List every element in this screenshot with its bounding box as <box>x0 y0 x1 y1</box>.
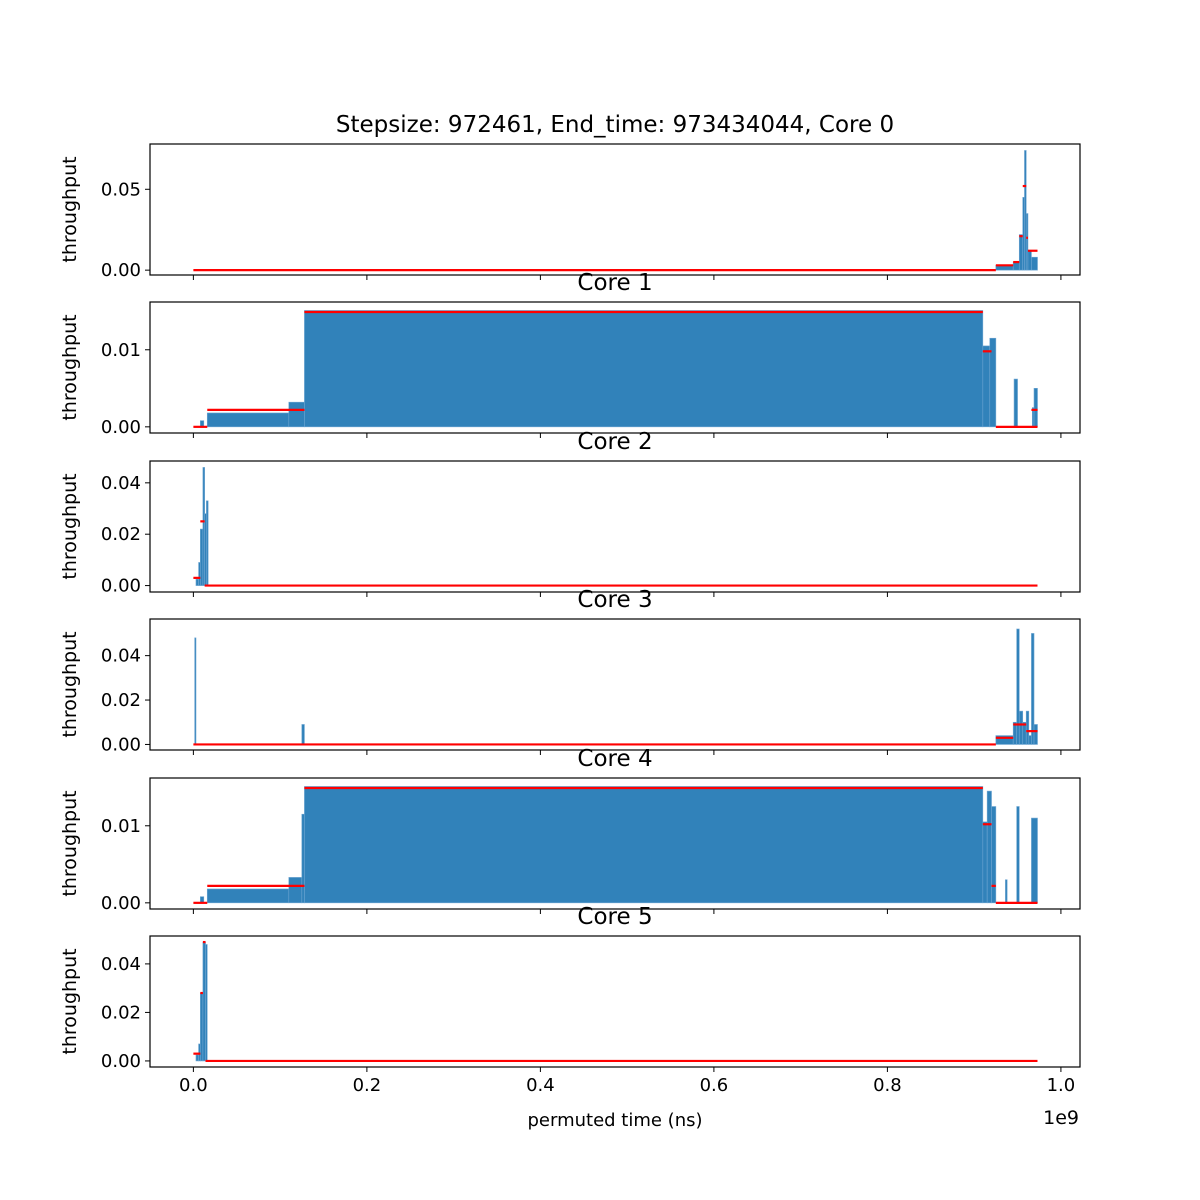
y-tick-label: 0.00 <box>101 576 141 597</box>
throughput-bar <box>982 345 991 428</box>
throughput-bar <box>1031 256 1038 271</box>
throughput-bar <box>206 888 290 904</box>
throughput-bar <box>1033 388 1038 428</box>
panel-core-1: 0.00 0.01 throughput Core 1 <box>59 270 1081 438</box>
axes-frame <box>149 301 1081 434</box>
y-tick-label: 0.04 <box>101 954 141 975</box>
throughput-bar <box>1012 261 1020 271</box>
y-tick-label: 0.02 <box>101 524 141 545</box>
throughput-bar <box>986 790 992 904</box>
x-tick-label: 1.0 <box>1047 1075 1076 1096</box>
panel-core-5: 0.00 0.02 0.04 0.0 0.2 0.4 0.6 0.8 1.0 throughput… <box>59 904 1081 1096</box>
plot-area <box>193 310 1038 428</box>
throughput-bar <box>1033 724 1038 745</box>
plot-area <box>193 940 1038 1063</box>
throughput-bar <box>206 500 209 586</box>
throughput-bar <box>1025 213 1029 271</box>
panel-title: Core 4 <box>577 746 652 772</box>
throughput-bar <box>288 877 303 904</box>
y-axis-label: throughput <box>59 631 81 737</box>
throughput-bar <box>989 337 997 428</box>
y-tick-label: 0.00 <box>101 734 141 755</box>
y-tick-label: 0.01 <box>101 340 141 361</box>
x-tick-label: 0.4 <box>526 1075 555 1096</box>
y-tick-label: 0.00 <box>101 417 141 438</box>
throughput-bar <box>1018 710 1024 745</box>
throughput-bar <box>1016 628 1020 745</box>
plot-area <box>193 786 1038 904</box>
throughput-bar <box>200 992 204 1062</box>
throughput-bar <box>206 412 290 428</box>
x-axis-offset-label: 1e9 <box>1043 1107 1079 1129</box>
throughput-bar <box>301 813 305 904</box>
throughput-bar <box>288 401 305 428</box>
x-tick-label: 0.2 <box>353 1075 382 1096</box>
throughput-bar <box>202 941 206 1062</box>
panel-core-0: 0.00 0.05 throughput Stepsize: 972461, End_… <box>59 112 1081 281</box>
throughput-bar <box>1018 234 1024 271</box>
throughput-bar <box>1028 735 1032 745</box>
throughput-bar <box>1022 721 1027 745</box>
throughput-bar <box>1016 806 1020 904</box>
y-axis-label: throughput <box>59 473 81 579</box>
panel-title: Stepsize: 972461, End_time: 973434044, C… <box>336 112 894 138</box>
panel-core-4: 0.00 0.01 throughput Core 4 <box>59 746 1081 914</box>
throughput-bar <box>194 637 197 745</box>
y-tick-label: 0.01 <box>101 816 141 837</box>
y-tick-label: 0.00 <box>101 260 141 281</box>
throughput-bar <box>1031 633 1035 745</box>
y-tick-label: 0.00 <box>101 1051 141 1072</box>
y-tick-label: 0.04 <box>101 473 141 494</box>
throughput-bar <box>1005 879 1008 904</box>
axes-frame <box>149 777 1081 910</box>
panel-title: Core 2 <box>577 429 652 455</box>
throughput-bar <box>1027 250 1032 271</box>
x-tick-label: 0.6 <box>700 1075 729 1096</box>
throughput-bar <box>1024 150 1027 271</box>
throughput-bar <box>1013 378 1018 428</box>
y-tick-label: 0.02 <box>101 1002 141 1023</box>
y-axis-label: throughput <box>59 948 81 1054</box>
plot-area <box>193 150 1038 272</box>
panel-title: Core 5 <box>577 904 652 930</box>
axes-frame <box>149 143 1081 276</box>
throughput-bar <box>205 944 208 1062</box>
axes-frame <box>149 460 1081 593</box>
panel-title: Core 1 <box>577 270 652 296</box>
x-axis-label: permuted time (ns) <box>527 1110 702 1131</box>
throughput-bar <box>200 528 204 586</box>
throughput-bar <box>304 786 984 904</box>
throughput-bar <box>301 724 305 745</box>
throughput-bar <box>1031 817 1038 904</box>
throughput-bar <box>1025 710 1030 745</box>
throughput-bar <box>982 821 988 904</box>
x-tick-label: 0.8 <box>873 1075 902 1096</box>
y-tick-label: 0.02 <box>101 690 141 711</box>
throughput-bar <box>195 1054 199 1062</box>
throughput-bar <box>1012 721 1017 745</box>
throughput-bar <box>195 578 199 586</box>
x-tick-label: 0.0 <box>179 1075 208 1096</box>
plot-area <box>193 628 1038 746</box>
axes-frame <box>149 618 1081 751</box>
y-tick-label: 0.04 <box>101 646 141 667</box>
plot-area <box>193 467 1038 587</box>
panel-core-3: 0.00 0.02 0.04 throughput Core 3 <box>59 587 1081 755</box>
y-axis-label: throughput <box>59 156 81 262</box>
y-axis-label: throughput <box>59 790 81 896</box>
y-tick-label: 0.00 <box>101 893 141 914</box>
panel-core-2: 0.00 0.02 0.04 throughput Core 2 <box>59 429 1081 597</box>
y-tick-label: 0.05 <box>101 179 141 200</box>
axes-frame <box>149 935 1081 1068</box>
throughput-bar <box>991 806 997 904</box>
panel-title: Core 3 <box>577 587 652 613</box>
y-axis-label: throughput <box>59 314 81 420</box>
panels: 0.00 0.05 throughput Stepsize: 972461, End_… <box>59 112 1081 1096</box>
throughput-bar <box>304 310 984 428</box>
